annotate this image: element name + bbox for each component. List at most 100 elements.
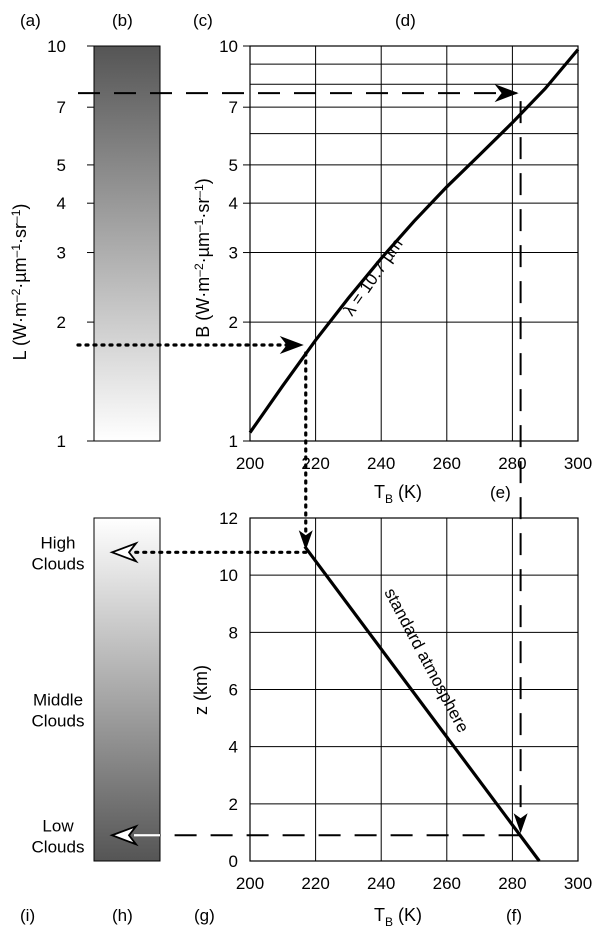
atmosphere-x-tick-280: 280 xyxy=(498,874,526,893)
radiance-axis-ticks: 1 2 3 4 5 7 10 xyxy=(47,37,94,451)
atmosphere-x-ticks: 200 220 240 260 280 300 xyxy=(236,874,592,893)
planck-x-ticks: 200 220 240 260 280 300 xyxy=(236,454,592,473)
atmosphere-grid xyxy=(249,517,579,862)
cloud-label-line2: Clouds xyxy=(32,837,85,856)
planck-curve-label: λ = 10.7 µm xyxy=(340,235,407,319)
atmosphere-xlabel-sub: B xyxy=(385,915,393,929)
cloud-label-line1: Middle xyxy=(33,691,83,710)
atmosphere-x-tick-200: 200 xyxy=(236,874,264,893)
trace-dotted-arrow-1 xyxy=(279,335,304,354)
cloud-colorbar xyxy=(93,517,161,862)
planck-y-tick-4: 4 xyxy=(229,194,238,213)
atmosphere-x-tick-240: 240 xyxy=(367,874,395,893)
atmosphere-y-tick-12: 12 xyxy=(219,509,238,528)
panel-label-e: (e) xyxy=(490,483,511,502)
radiance-axis-label: L (W·m–2·µm–1·sr–1) xyxy=(9,204,30,361)
planck-xlabel-sub: B xyxy=(385,492,393,506)
planck-label-sup1: –2 xyxy=(192,263,206,277)
panel-label-a: (a) xyxy=(20,11,41,30)
atmosphere-y-tick-10: 10 xyxy=(219,566,238,585)
atmosphere-x-axis-label: TB (K) xyxy=(374,905,422,929)
planck-x-tick-300: 300 xyxy=(564,454,592,473)
cloud-label-1: Middle Clouds xyxy=(32,691,85,731)
planck-label-mid1: ·µm xyxy=(193,232,213,263)
planck-x-tick-260: 260 xyxy=(433,454,461,473)
atmosphere-y-ticks: 0 2 4 6 8 10 12 xyxy=(219,509,238,871)
radiance-label-mid1: ·µm xyxy=(10,257,30,288)
planck-label-main: B (W·m xyxy=(193,277,213,338)
panel-label-b: (b) xyxy=(112,11,133,30)
planck-x-tick-200: 200 xyxy=(236,454,264,473)
radiance-tick-5: 5 xyxy=(57,156,66,175)
radiance-tick-10: 10 xyxy=(47,37,66,56)
atmosphere-profile-line xyxy=(303,545,541,862)
planck-label-mid2: ·sr xyxy=(193,198,213,219)
radiance-tick-1: 1 xyxy=(57,432,66,451)
cloud-level-labels: High Clouds Middle Clouds Low Clouds xyxy=(32,533,85,856)
radiance-label-sup1: –2 xyxy=(9,288,23,302)
planck-xlabel-unit: (K) xyxy=(393,482,422,502)
cloud-label-line2: Clouds xyxy=(32,554,85,573)
planck-label-sup2: –1 xyxy=(192,218,206,232)
atmosphere-y-tick-8: 8 xyxy=(229,623,238,642)
atmosphere-y-tick-6: 6 xyxy=(229,681,238,700)
planck-y-tick-2: 2 xyxy=(229,313,238,332)
cloud-label-line2: Clouds xyxy=(32,712,85,731)
planck-label-close: ) xyxy=(193,178,213,184)
planck-xlabel-main: T xyxy=(374,482,385,502)
atmosphere-curve-label: standard atmosphere xyxy=(380,585,472,736)
radiance-label-sup2: –1 xyxy=(9,244,23,258)
radiance-label-main: L (W·m xyxy=(10,302,30,360)
planck-y-tick-1: 1 xyxy=(229,432,238,451)
atmosphere-x-tick-220: 220 xyxy=(301,874,329,893)
atmosphere-y-tick-4: 4 xyxy=(229,738,238,757)
trace-dotted-arrow-2 xyxy=(298,530,313,551)
planck-x-tick-220: 220 xyxy=(301,454,329,473)
radiance-colorbar xyxy=(93,45,161,442)
planck-plot-frame xyxy=(249,45,579,442)
planck-y-tick-7: 7 xyxy=(229,98,238,117)
atmosphere-y-axis-label: z (km) xyxy=(191,665,211,715)
cloud-label-0: High Clouds xyxy=(32,533,85,573)
planck-y-ticks: 1 2 3 4 5 7 10 xyxy=(219,37,250,451)
planck-x-tick-280: 280 xyxy=(498,454,526,473)
cloud-label-2: Low Clouds xyxy=(32,816,85,856)
atmosphere-y-tick-2: 2 xyxy=(229,795,238,814)
retrieval-traces xyxy=(76,84,528,847)
panel-label-h: (h) xyxy=(112,906,133,925)
panel-label-i: (i) xyxy=(20,906,35,925)
radiance-label-sup3: –1 xyxy=(9,209,23,223)
planck-y-tick-5: 5 xyxy=(229,156,238,175)
planck-y-axis-label: B (W·m–2·µm–1·sr–1) xyxy=(192,178,213,337)
radiance-label-mid2: ·sr xyxy=(10,223,30,244)
trace-dashed-arrow-3 xyxy=(109,824,139,847)
panel-label-d: (d) xyxy=(395,11,416,30)
atmosphere-xlabel-unit: (K) xyxy=(393,905,422,925)
planck-x-axis-label: TB (K) xyxy=(374,482,422,506)
trace-dashed-arrow-2 xyxy=(513,813,528,834)
trace-dotted-arrow-3 xyxy=(109,541,139,564)
planck-y-tick-10: 10 xyxy=(219,37,238,56)
radiance-tick-4: 4 xyxy=(57,194,66,213)
radiance-label-close: ) xyxy=(10,204,30,210)
panel-label-g: (g) xyxy=(194,906,215,925)
cloud-label-line1: High xyxy=(41,533,76,552)
planck-y-tick-3: 3 xyxy=(229,244,238,263)
panel-label-c: (c) xyxy=(193,11,213,30)
trace-dashed-arrow-1 xyxy=(494,84,519,103)
radiance-tick-3: 3 xyxy=(57,244,66,263)
radiance-tick-7: 7 xyxy=(57,98,66,117)
atmosphere-x-tick-300: 300 xyxy=(564,874,592,893)
atmosphere-xlabel-main: T xyxy=(374,905,385,925)
atmosphere-x-tick-260: 260 xyxy=(433,874,461,893)
radiance-tick-2: 2 xyxy=(57,313,66,332)
atmosphere-y-tick-0: 0 xyxy=(229,852,238,871)
planck-label-sup3: –1 xyxy=(192,184,206,198)
planck-x-tick-240: 240 xyxy=(367,454,395,473)
atmosphere-plot: 200 220 240 260 280 300 0 2 4 6 8 10 12 standard at… xyxy=(191,509,592,929)
atmosphere-plot-frame xyxy=(249,517,579,862)
panel-label-f: (f) xyxy=(506,906,522,925)
cloud-label-line1: Low xyxy=(42,816,74,835)
